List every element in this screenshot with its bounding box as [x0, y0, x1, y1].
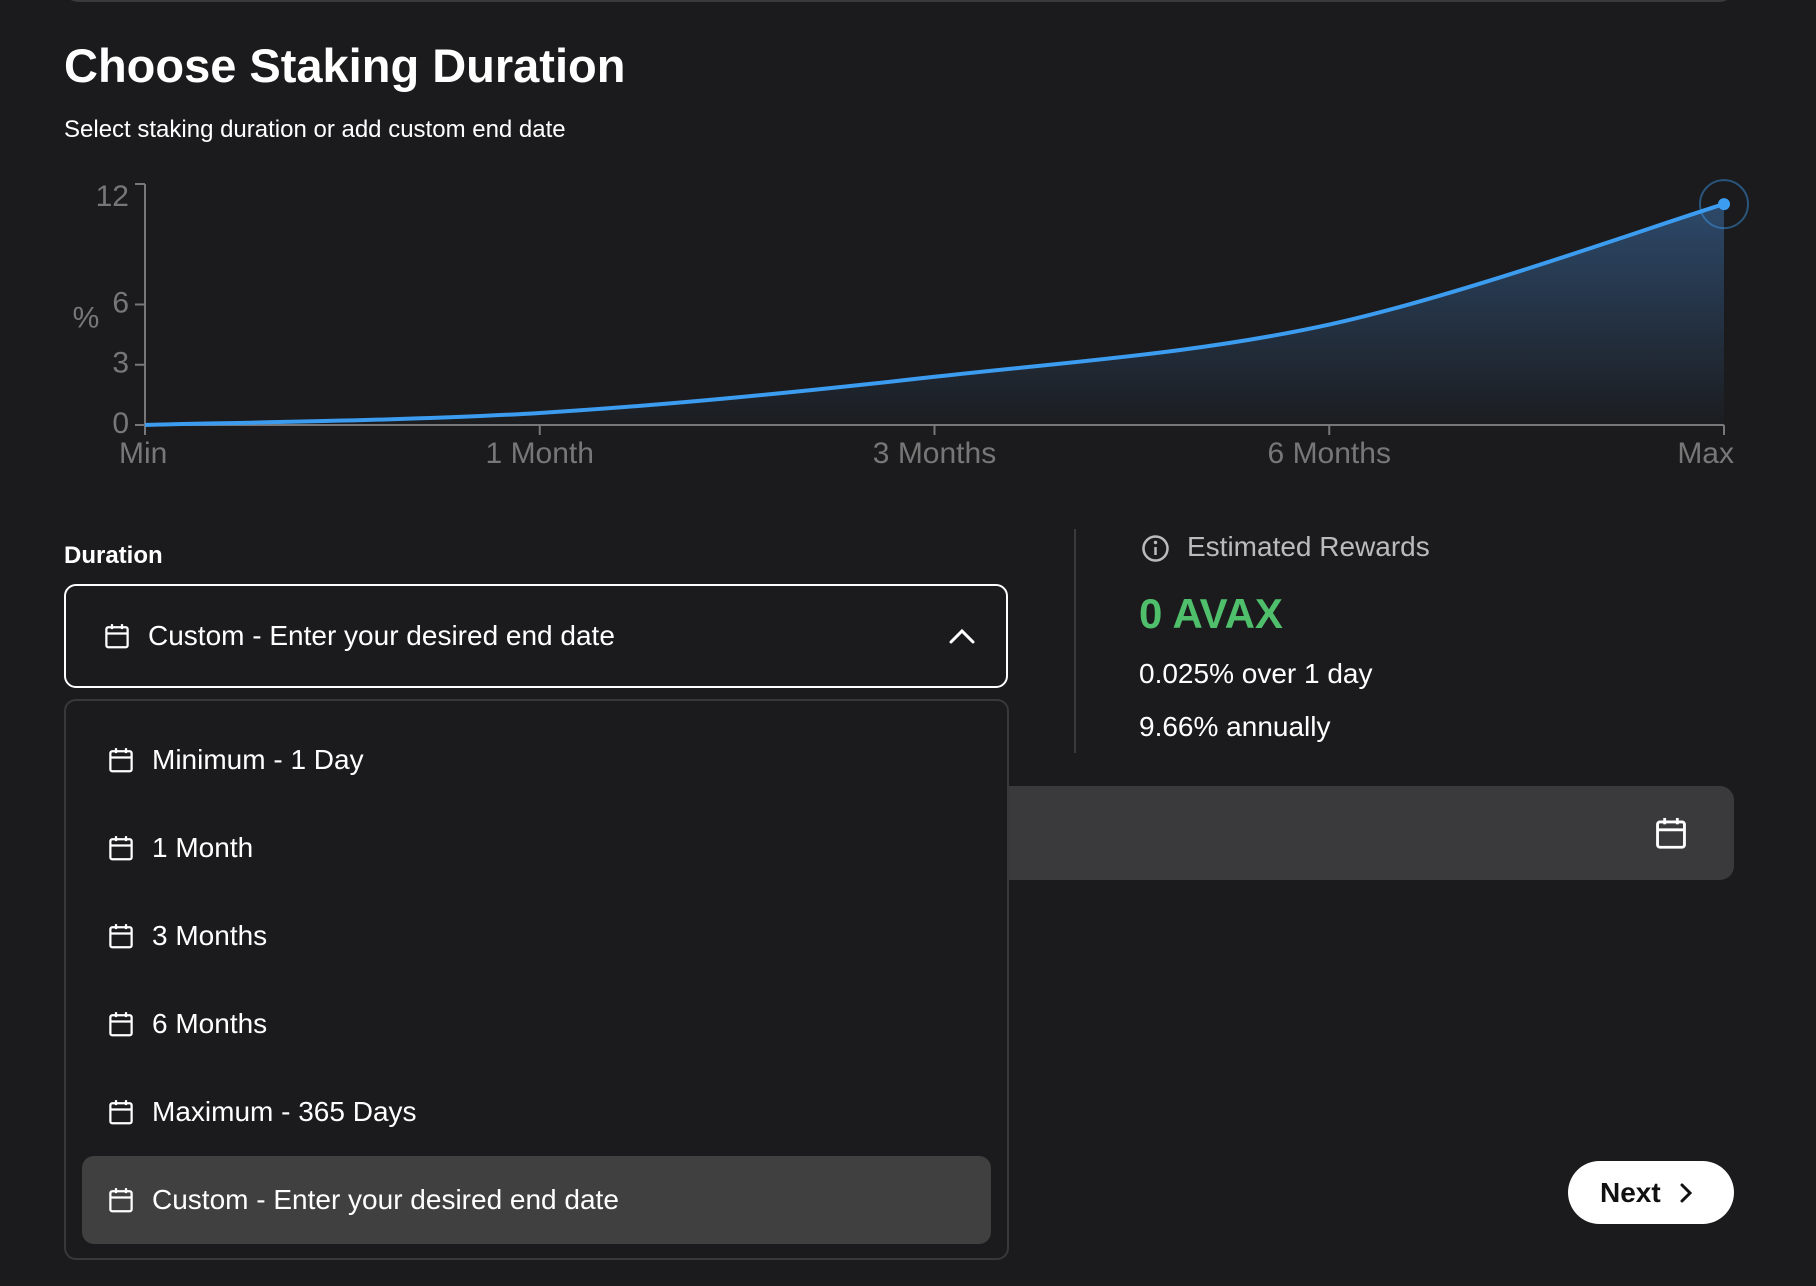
- rewards-amount: 0 AVAX: [1139, 590, 1283, 637]
- next-button[interactable]: Next: [1568, 1161, 1734, 1224]
- calendar-glyph: [109, 748, 133, 773]
- calendar-glyph: [109, 836, 133, 861]
- chevron-right: [1680, 1183, 1692, 1202]
- duration-menu: Minimum - 1 Day 1 Month 3 Months 6 Months Ma…: [64, 699, 1009, 1260]
- selected-value: Custom - Enter your desired end date: [148, 620, 615, 651]
- x-tick-label: 3 Months: [873, 437, 996, 470]
- option-label: 6 Months: [152, 1008, 268, 1039]
- chevron-up: [949, 628, 975, 644]
- subtitle: Select staking duration or add custom en…: [64, 116, 566, 143]
- calendar-glyph: [1656, 817, 1686, 849]
- duration-select[interactable]: Custom - Enter your desired end date: [64, 584, 1008, 688]
- calendar-icon: [106, 1185, 136, 1215]
- title: Choose Staking Duration: [64, 39, 626, 92]
- duration-option[interactable]: Maximum - 365 Days: [82, 1068, 991, 1156]
- next-label: Next: [1600, 1176, 1661, 1208]
- divider: [1074, 529, 1076, 753]
- option-label: Minimum - 1 Day: [152, 744, 364, 775]
- option-label: Maximum - 365 Days: [152, 1096, 417, 1127]
- calendar-icon: [106, 1009, 136, 1039]
- y-axis-label: %: [73, 301, 100, 334]
- x-tick-label: Max: [1677, 437, 1734, 470]
- duration-option[interactable]: 6 Months: [82, 980, 991, 1068]
- y-tick-label: 6: [112, 286, 129, 319]
- line: [144, 202, 1725, 427]
- option-label: Custom - Enter your desired end date: [152, 1184, 619, 1215]
- rewards-label: Estimated Rewards: [1187, 531, 1430, 562]
- calendar-icon: [106, 833, 136, 863]
- duration-option[interactable]: Minimum - 1 Day: [82, 716, 991, 804]
- y-tick-label: 12: [96, 180, 129, 213]
- option-label: 1 Month: [152, 832, 254, 863]
- calendar-glyph: [109, 1012, 133, 1037]
- top-panel-edge: [64, 0, 1734, 2]
- x-tick-label: Min: [119, 437, 167, 470]
- calendar-icon: [106, 1097, 136, 1127]
- duration-option[interactable]: Custom - Enter your desired end date: [82, 1156, 991, 1244]
- calendar-glyph: [109, 1188, 133, 1213]
- annual-rate: 9.66% annually: [1139, 711, 1331, 742]
- duration-option[interactable]: 1 Month: [82, 804, 991, 892]
- end-halo: [1699, 179, 1749, 230]
- x-tick-label: 6 Months: [1268, 437, 1391, 470]
- end-point: [1718, 198, 1730, 211]
- duration-option[interactable]: 3 Months: [82, 892, 991, 980]
- calendar-glyph: [109, 924, 133, 949]
- period-rate: 0.025% over 1 day: [1139, 658, 1373, 689]
- area: [145, 204, 1724, 425]
- option-label: 3 Months: [152, 920, 268, 951]
- calendar-glyph: [105, 624, 129, 649]
- calendar-icon: [106, 921, 136, 951]
- calendar-icon: [102, 621, 132, 651]
- chart: % 0 3 6 12 Min 1 Month 3 Months 6 Months Max: [73, 179, 1749, 470]
- calendar-icon: [1652, 814, 1690, 852]
- calendar-glyph: [109, 1100, 133, 1125]
- duration-label: Duration: [64, 542, 163, 569]
- x-tick-label: 1 Month: [486, 437, 594, 470]
- y-tick-label: 3: [112, 347, 129, 380]
- calendar-icon: [106, 745, 136, 775]
- info-icon: [1142, 535, 1169, 562]
- y-tick-label: 0: [112, 407, 129, 440]
